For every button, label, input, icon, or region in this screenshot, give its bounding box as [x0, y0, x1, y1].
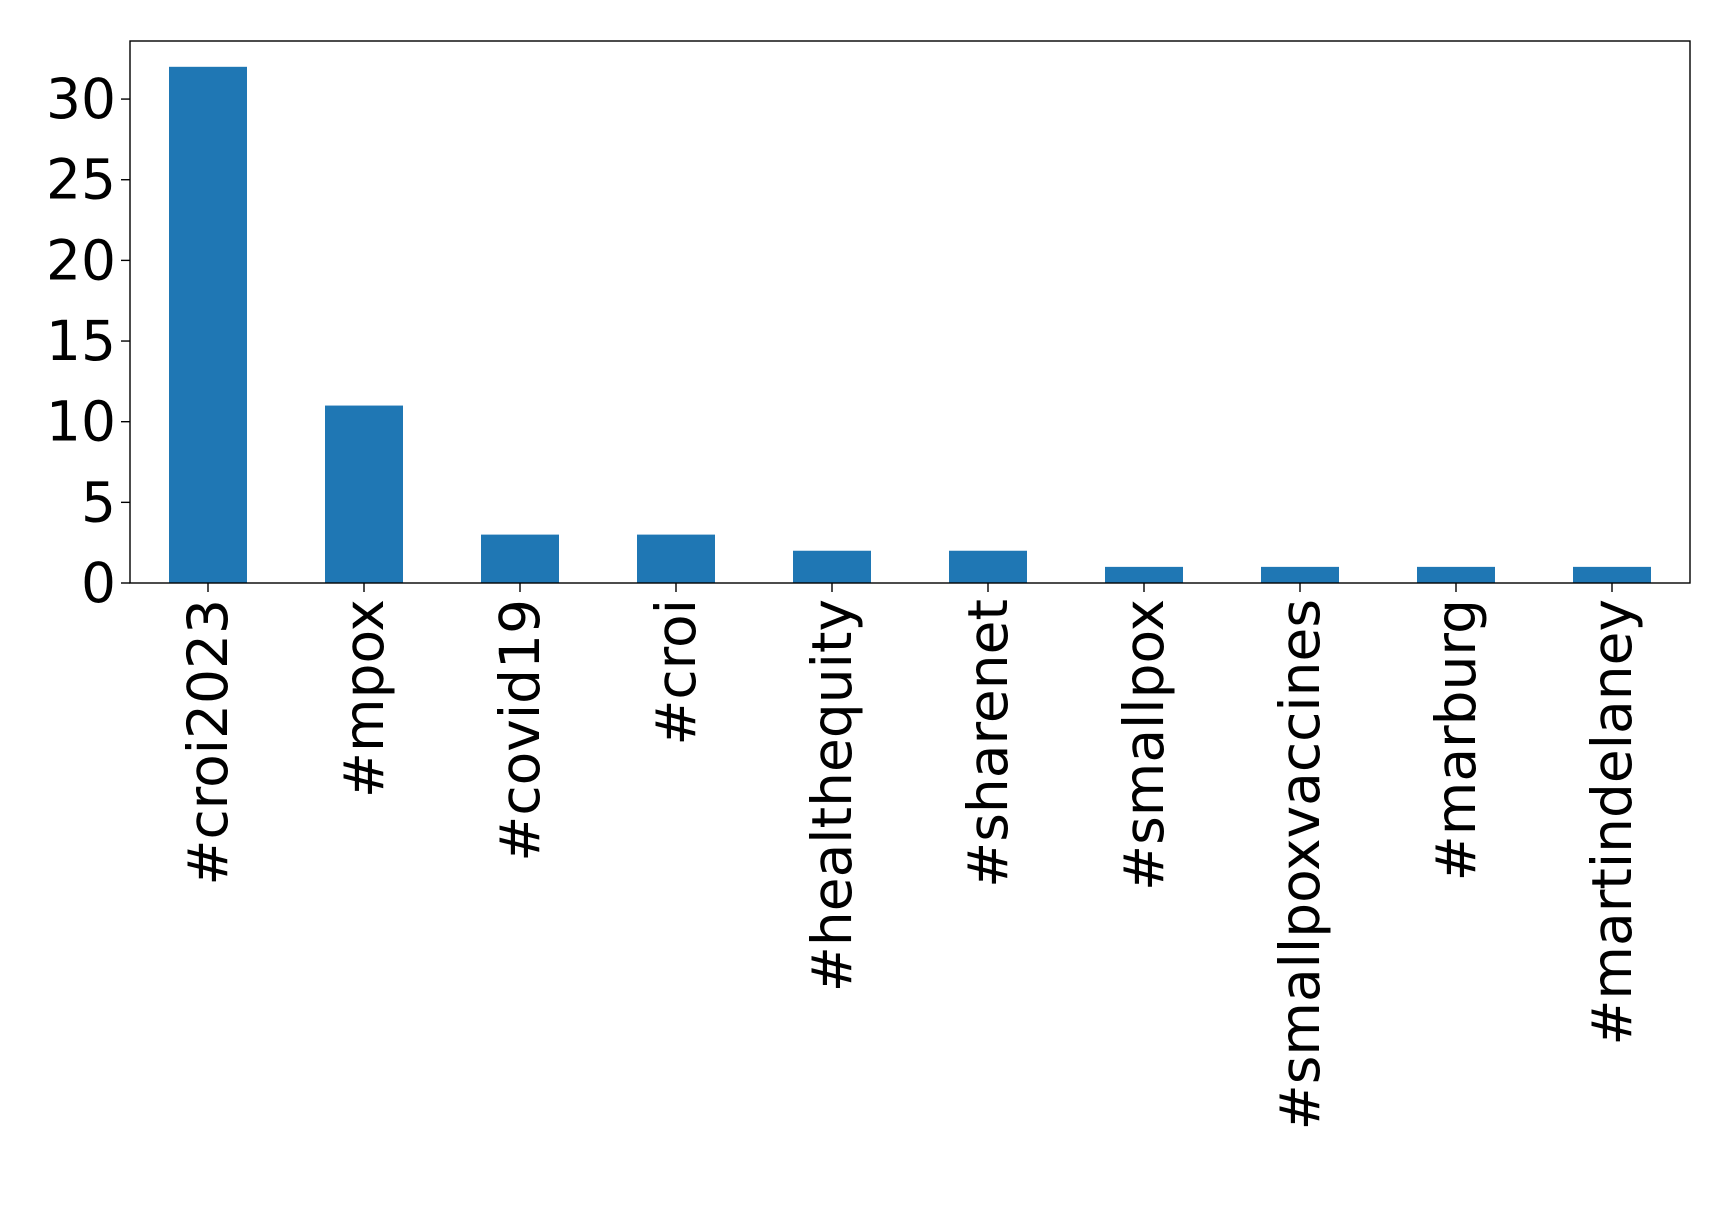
y-tick-label: 0 — [81, 551, 116, 615]
x-tick-label: #marburg — [1424, 599, 1488, 881]
x-tick-label: #smallpoxvaccines — [1268, 599, 1332, 1130]
y-axis: 0 5 10 15 20 25 30 — [46, 67, 130, 615]
x-axis: #croi2023 #mpox #covid19 #croi #healthequity… — [176, 583, 1644, 1130]
y-tick-label: 5 — [81, 470, 116, 534]
x-tick-label: #martindelaney — [1580, 599, 1644, 1046]
bar-healthequity — [793, 550, 871, 583]
bars-group — [169, 66, 1651, 584]
y-tick-label: 30 — [46, 67, 116, 131]
x-tick-label: #smallpox — [1112, 599, 1176, 891]
y-tick-label: 20 — [46, 228, 116, 292]
x-tick-label: #healthequity — [800, 599, 864, 992]
plot-frame — [129, 40, 1691, 584]
bar-croi — [637, 534, 715, 583]
y-tick-label: 10 — [46, 390, 116, 454]
x-tick-label: #covid19 — [488, 599, 552, 862]
x-tick-label: #croi — [644, 599, 708, 746]
x-tick-label: #croi2023 — [176, 599, 240, 886]
bar-covid19 — [481, 534, 559, 583]
bar-martindelaney — [1573, 566, 1651, 583]
bar-sharenet — [949, 550, 1027, 583]
bar-marburg — [1417, 566, 1495, 583]
bar-smallpox — [1105, 566, 1183, 583]
x-tick-label: #mpox — [332, 599, 396, 798]
bar-croi2023 — [169, 66, 247, 584]
bar-smallpoxvaccines — [1261, 566, 1339, 583]
bar-mpox — [325, 405, 403, 583]
x-tick-label: #sharenet — [956, 599, 1020, 888]
y-tick-label: 25 — [46, 148, 116, 212]
y-tick-label: 15 — [46, 309, 116, 373]
